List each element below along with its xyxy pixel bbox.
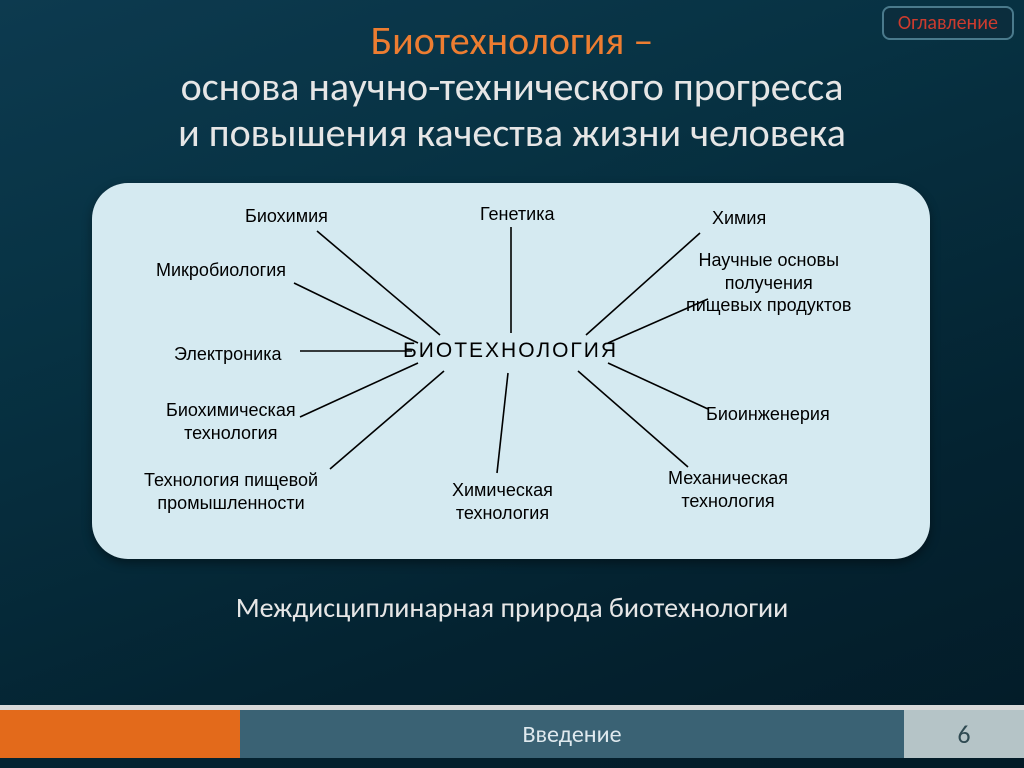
spoke-bioeng [608, 363, 708, 409]
spoke-chemistry [586, 233, 700, 335]
node-microbio: Микробиология [156, 259, 286, 282]
footer-bar: Введение 6 [0, 710, 1024, 758]
title-subtitle: основа научно-технического прогресса и п… [0, 64, 1024, 156]
spoke-chemtech [497, 373, 508, 473]
node-foodsci: Научные основы получения пищевых продукт… [686, 249, 852, 317]
page-number: 6 [904, 710, 1024, 758]
slide-title: Биотехнология – основа научно-техническо… [0, 18, 1024, 156]
slide: Оглавление Биотехнология – основа научно… [0, 0, 1024, 768]
node-mechtech: Механическая технология [668, 467, 788, 512]
node-chemtech: Химическая технология [452, 479, 553, 524]
footer-accent-block [0, 710, 240, 758]
spoke-mechtech [578, 371, 688, 467]
title-accent: Биотехнология – [371, 16, 654, 65]
diagram-caption: Междисциплинарная природа биотехнологии [0, 590, 1024, 625]
spoke-foodtech [330, 371, 444, 469]
diagram-center-label: БИОТЕХНОЛОГИЯ [403, 339, 618, 363]
node-foodtech: Технология пищевой промышленности [144, 469, 318, 514]
spoke-biochem [317, 231, 440, 335]
node-chemistry: Химия [712, 207, 766, 230]
diagram-panel: БИОТЕХНОЛОГИЯ Биохимия Генетика Химия Микро… [92, 183, 930, 559]
node-electronics: Электроника [174, 343, 281, 366]
node-biochemtech: Биохимическая технология [166, 399, 296, 444]
node-biochem: Биохимия [245, 205, 328, 228]
node-genetics: Генетика [480, 203, 555, 226]
footer-section-label: Введение [240, 710, 904, 758]
node-bioeng: Биоинженерия [706, 403, 830, 426]
spoke-microbio [294, 283, 418, 343]
